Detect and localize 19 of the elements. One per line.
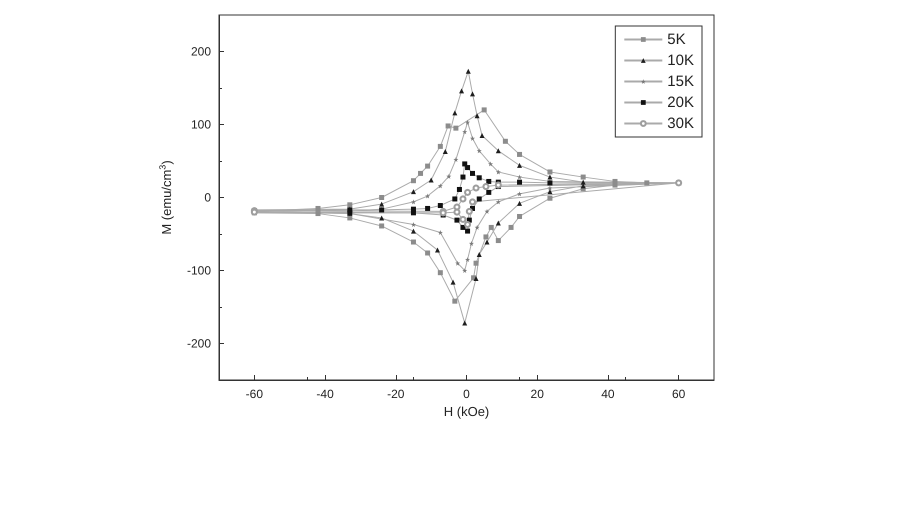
x-tick-label: -40 — [316, 387, 334, 401]
y-tick-label: 200 — [190, 44, 212, 58]
legend-label: 30K — [667, 115, 694, 132]
legend-label: 5K — [667, 31, 686, 48]
x-tick-label: -60 — [246, 387, 264, 401]
y-tick-label: 100 — [190, 118, 212, 132]
x-tick-label: -20 — [387, 387, 405, 401]
y-axis-title: M (emu/cm3) — [158, 160, 174, 235]
x-tick-label: 40 — [601, 387, 615, 401]
y-tick-label: 0 — [204, 190, 212, 204]
x-tick-label: 60 — [672, 387, 686, 401]
x-tick-label: 0 — [463, 387, 470, 401]
legend-label: 10K — [667, 52, 694, 69]
y-tick-label: -200 — [186, 336, 212, 350]
legend-label: 20K — [667, 94, 694, 111]
legend-label: 15K — [667, 73, 694, 90]
x-axis-title: H (kOe) — [444, 404, 490, 419]
y-tick-label: -100 — [186, 264, 212, 278]
x-tick-label: 20 — [530, 387, 544, 401]
